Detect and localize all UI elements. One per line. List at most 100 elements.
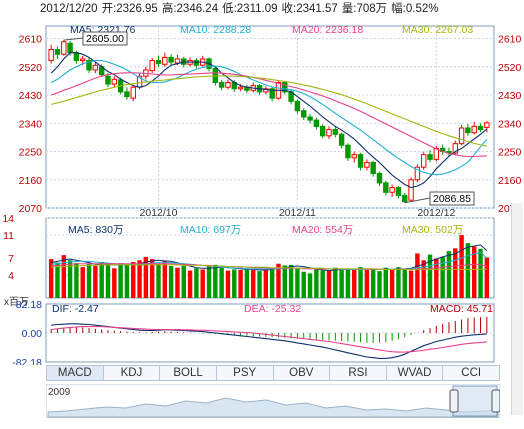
volume-bar [124, 264, 130, 298]
tab-obv[interactable]: OBV [272, 366, 330, 380]
volume-bar [112, 268, 117, 298]
volume-bar [156, 263, 161, 298]
price-y-tick: 2070 [19, 203, 43, 215]
volume-bar [118, 263, 123, 298]
volume-bar [314, 269, 319, 298]
low-callout-value: 2086.85 [433, 193, 471, 205]
volume-bar [301, 271, 306, 298]
volume-bar [74, 263, 79, 298]
navigator-year: 2009 [48, 387, 71, 398]
volume-bar [484, 257, 490, 298]
candle-body [402, 194, 408, 203]
volume-bar [61, 255, 66, 298]
candle-body [92, 64, 99, 71]
tab-wvad[interactable]: WVAD [385, 366, 443, 380]
volume-bar [282, 265, 287, 298]
candle-body [326, 129, 332, 137]
volume-unit: x百万 [4, 296, 29, 308]
volume-y-tick: 4 [8, 270, 14, 282]
candle-body [168, 56, 174, 63]
price-ma-line-ma10 [50, 59, 488, 176]
volume-y-tick: 7 [8, 253, 14, 265]
candle-body [67, 42, 73, 54]
stock-chart[interactable]: 2610 2520 2430 2340 2250 2160 2070 2610 2520 243… [0, 0, 524, 365]
vertical-scrollbar[interactable] [511, 203, 523, 415]
volume-bar [383, 267, 389, 298]
low-callout: 2086.85 [404, 191, 475, 206]
candle-body [458, 127, 465, 145]
volume-bar [377, 271, 382, 298]
volume-y-axis: 14 11 7 4 [2, 213, 14, 282]
volume-ma-lines [51, 244, 488, 272]
price-y-tick: 2430 [19, 90, 43, 102]
volume-y-tick: 11 [3, 230, 14, 242]
tab-macd[interactable]: MACD [47, 366, 103, 380]
volume-bar [263, 270, 269, 298]
volume-bar [219, 267, 224, 298]
volume-bar [333, 267, 338, 298]
volume-bar [421, 260, 426, 298]
tab-psy[interactable]: PSY [215, 366, 273, 380]
volume-ma20-label: MA20: 554万 [292, 224, 353, 236]
macd-y-axis: 82.18 0.00 -82.18 [12, 299, 494, 365]
quote-amplitude: 幅:0.52% [391, 3, 439, 15]
quote-low: 低:2311.09 [222, 3, 278, 15]
quote-header: 2012/12/20 开:2326.95 高:2346.24 低:2311.09 收:2… [0, 0, 524, 18]
volume-bar [364, 270, 370, 298]
quote-high: 高:2346.24 [161, 3, 219, 15]
volume-bar [48, 259, 54, 298]
candle-body [408, 179, 414, 201]
candle-body [130, 86, 136, 99]
navigator-right-handle[interactable] [491, 389, 500, 413]
quote-date: 2012/12/20 [40, 3, 98, 15]
candle-body [433, 147, 440, 160]
candle-body [345, 144, 351, 159]
volume-bar [168, 266, 174, 298]
tab-boll[interactable]: BOLL [159, 366, 216, 380]
volume-y-tick: 14 [2, 213, 14, 225]
tab-kdj[interactable]: KDJ [102, 366, 160, 380]
candle-body [282, 81, 288, 93]
volume-panel: 14 11 7 4 x百万 MA5: 830万 MA10: 697万 MA20: 55… [2, 213, 495, 308]
candle-body [61, 41, 67, 55]
macd-value-label: MACD: 45.71 [430, 303, 493, 315]
navigator-left-handle[interactable] [449, 389, 459, 413]
price-y-tick: 2340 [19, 118, 43, 130]
volume-bar [396, 267, 401, 298]
volume-bar [131, 262, 136, 298]
candle-body [269, 88, 275, 99]
candle-body [338, 133, 345, 146]
volume-bar [276, 263, 281, 298]
price-ma-line-ma20 [51, 72, 487, 158]
candle-body [465, 127, 471, 134]
price-x-tick: 2012/11 [279, 207, 316, 219]
quote-volume: 量:708万 [341, 3, 388, 15]
tab-rsi[interactable]: RSI [329, 366, 386, 380]
range-navigator[interactable] [46, 384, 500, 418]
candle-body [395, 187, 402, 196]
volume-bar [200, 269, 205, 298]
macd-dea-line [51, 326, 487, 353]
macd-lines [51, 323, 487, 359]
candle-body [111, 78, 118, 85]
tab-cci[interactable]: CCI [442, 366, 499, 380]
candle-body [301, 110, 307, 118]
quote-open: 开:2326.95 [101, 3, 158, 15]
volume-bar [352, 270, 357, 298]
volume-bar [55, 262, 60, 298]
navigator-window[interactable] [452, 385, 498, 417]
volume-bar [408, 270, 414, 298]
volume-ma-line-ma30 [51, 264, 487, 270]
price-y-tick: 2610 [19, 34, 43, 46]
candle-body [86, 60, 92, 71]
macd-dea-label: DEA: -25.32 [244, 303, 301, 315]
volume-bar [440, 256, 445, 298]
candle-body [218, 81, 225, 88]
volume-bar [137, 260, 142, 298]
price-y-tick: 2520 [19, 62, 43, 74]
volume-bar [472, 246, 477, 298]
candle-body [73, 52, 80, 62]
volume-ma10-label: MA10: 697万 [180, 224, 241, 236]
candle-body [313, 119, 320, 127]
